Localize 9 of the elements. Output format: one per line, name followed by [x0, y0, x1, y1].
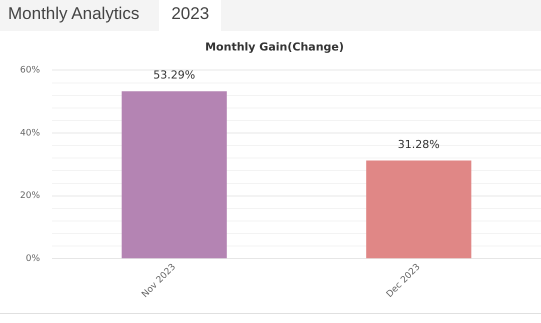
chart-title: Monthly Gain(Change) [205, 40, 344, 54]
data-label: 31.28% [398, 138, 440, 151]
y-tick-label: 40% [20, 128, 40, 138]
y-tick-label: 60% [20, 66, 40, 76]
text: Monthly Analytics [7, 3, 140, 25]
data-label: 53.29% [153, 68, 196, 82]
y-tick-label: 0% [26, 254, 40, 264]
text: 2023 [159, 0, 222, 31]
y-tick-label: 20% [20, 191, 40, 202]
